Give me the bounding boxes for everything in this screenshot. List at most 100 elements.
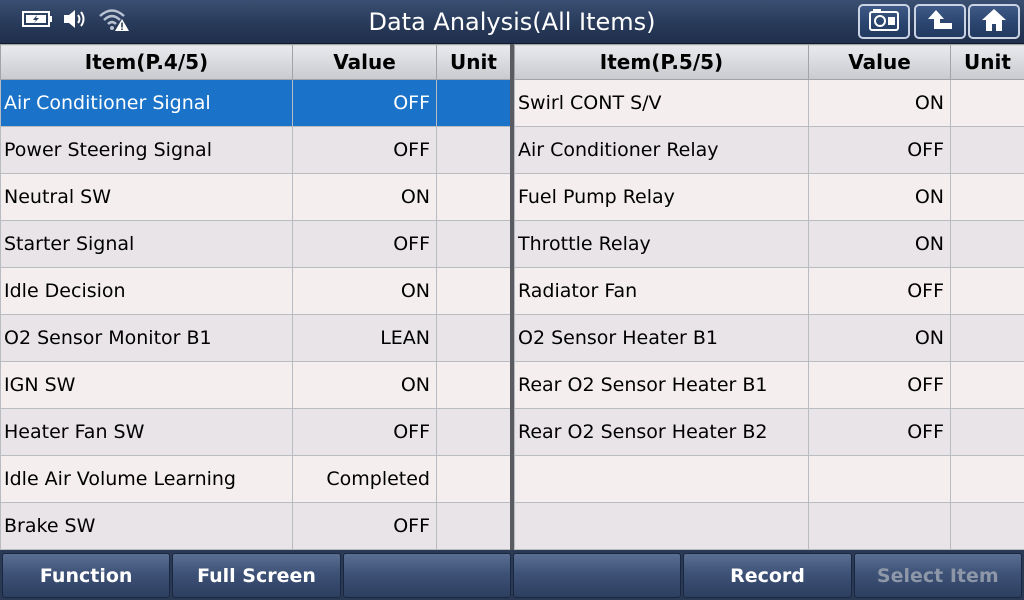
item-unit bbox=[950, 408, 1024, 456]
volume-icon[interactable] bbox=[62, 7, 90, 35]
pane-divider bbox=[510, 44, 514, 550]
item-name: Heater Fan SW bbox=[0, 408, 293, 456]
table-row[interactable]: Idle Decision ON bbox=[0, 267, 511, 315]
item-name: Radiator Fan bbox=[514, 267, 809, 315]
item-value: LEAN bbox=[292, 314, 437, 362]
home-button[interactable] bbox=[968, 4, 1020, 39]
empty-button-1 bbox=[342, 553, 511, 598]
item-name: IGN SW bbox=[0, 361, 293, 409]
column-header-unit[interactable]: Unit bbox=[436, 44, 511, 80]
item-name: Rear O2 Sensor Heater B2 bbox=[514, 408, 809, 456]
table-row[interactable]: Throttle Relay ON bbox=[514, 220, 1024, 268]
column-header-value[interactable]: Value bbox=[292, 44, 437, 80]
empty-button-2 bbox=[512, 553, 682, 598]
back-button[interactable] bbox=[914, 4, 966, 39]
item-name: Idle Decision bbox=[0, 267, 293, 315]
item-unit bbox=[436, 267, 511, 315]
table-row[interactable]: O2 Sensor Heater B1 ON bbox=[514, 314, 1024, 362]
item-unit bbox=[436, 126, 511, 174]
item-value: ON bbox=[292, 173, 437, 221]
item-name: Fuel Pump Relay bbox=[514, 173, 809, 221]
item-unit bbox=[950, 267, 1024, 315]
table-row[interactable]: Radiator Fan OFF bbox=[514, 267, 1024, 315]
item-name: Air Conditioner Signal bbox=[0, 79, 293, 127]
item-name: Air Conditioner Relay bbox=[514, 126, 809, 174]
item-unit bbox=[436, 79, 511, 127]
item-value bbox=[808, 502, 951, 550]
item-name: Brake SW bbox=[0, 502, 293, 550]
battery-icon bbox=[22, 10, 54, 32]
left-data-table: Item(P.4/5) Value Unit Air Conditioner S… bbox=[0, 44, 511, 550]
table-row[interactable]: Starter Signal OFF bbox=[0, 220, 511, 268]
item-value: OFF bbox=[292, 408, 437, 456]
table-row[interactable]: Idle Air Volume Learning Completed bbox=[0, 455, 511, 503]
record-button[interactable]: Record bbox=[683, 553, 852, 598]
full-screen-button[interactable]: Full Screen bbox=[172, 553, 341, 598]
item-name: Power Steering Signal bbox=[0, 126, 293, 174]
item-value: OFF bbox=[292, 220, 437, 268]
item-value: ON bbox=[292, 267, 437, 315]
item-name bbox=[514, 502, 809, 550]
item-name: Neutral SW bbox=[0, 173, 293, 221]
item-unit bbox=[950, 455, 1024, 503]
item-unit bbox=[436, 455, 511, 503]
item-value: OFF bbox=[292, 126, 437, 174]
table-row-empty bbox=[514, 455, 1024, 503]
item-value: ON bbox=[808, 173, 951, 221]
table-row[interactable]: O2 Sensor Monitor B1 LEAN bbox=[0, 314, 511, 362]
item-value: OFF bbox=[292, 79, 437, 127]
table-row[interactable]: Neutral SW ON bbox=[0, 173, 511, 221]
item-unit bbox=[950, 220, 1024, 268]
data-table-page-4: Item(P.4/5) Value Unit Air Conditioner S… bbox=[0, 44, 511, 550]
item-name bbox=[514, 455, 809, 503]
item-name: Idle Air Volume Learning bbox=[0, 455, 293, 503]
item-name: Throttle Relay bbox=[514, 220, 809, 268]
item-value: OFF bbox=[808, 267, 951, 315]
column-header-value[interactable]: Value bbox=[808, 44, 951, 80]
item-name: Swirl CONT S/V bbox=[514, 79, 809, 127]
item-value bbox=[808, 455, 951, 503]
title-bar: Data Analysis(All Items) bbox=[0, 0, 1024, 44]
table-row[interactable]: Swirl CONT S/V ON bbox=[514, 79, 1024, 127]
table-row-selected[interactable]: Air Conditioner Signal OFF bbox=[0, 79, 511, 127]
table-header: Item(P.4/5) Value Unit bbox=[0, 44, 511, 80]
right-data-table: Item(P.5/5) Value Unit Swirl CONT S/V ON… bbox=[514, 44, 1024, 550]
item-name: Starter Signal bbox=[0, 220, 293, 268]
item-unit bbox=[950, 173, 1024, 221]
item-value: Completed bbox=[292, 455, 437, 503]
item-value: ON bbox=[808, 314, 951, 362]
column-header-item[interactable]: Item(P.5/5) bbox=[514, 44, 809, 80]
item-unit bbox=[950, 314, 1024, 362]
item-unit bbox=[436, 314, 511, 362]
column-header-unit[interactable]: Unit bbox=[950, 44, 1024, 80]
item-unit bbox=[436, 173, 511, 221]
back-arrow-icon bbox=[925, 7, 955, 37]
table-row[interactable]: Rear O2 Sensor Heater B1 OFF bbox=[514, 361, 1024, 409]
item-unit bbox=[436, 502, 511, 550]
table-row[interactable]: Air Conditioner Relay OFF bbox=[514, 126, 1024, 174]
table-row[interactable]: Power Steering Signal OFF bbox=[0, 126, 511, 174]
item-unit bbox=[950, 79, 1024, 127]
function-button[interactable]: Function bbox=[2, 553, 171, 598]
item-value: OFF bbox=[808, 408, 951, 456]
table-row[interactable]: Fuel Pump Relay ON bbox=[514, 173, 1024, 221]
table-row[interactable]: IGN SW ON bbox=[0, 361, 511, 409]
item-value: OFF bbox=[292, 502, 437, 550]
screenshot-button[interactable] bbox=[858, 4, 910, 39]
column-header-item[interactable]: Item(P.4/5) bbox=[0, 44, 293, 80]
item-name: Rear O2 Sensor Heater B1 bbox=[514, 361, 809, 409]
camera-icon bbox=[868, 8, 900, 36]
item-unit bbox=[950, 126, 1024, 174]
select-item-button[interactable]: Select Item bbox=[853, 553, 1022, 598]
item-unit bbox=[436, 408, 511, 456]
table-row[interactable]: Rear O2 Sensor Heater B2 OFF bbox=[514, 408, 1024, 456]
item-name: O2 Sensor Monitor B1 bbox=[0, 314, 293, 362]
item-value: ON bbox=[808, 220, 951, 268]
item-value: OFF bbox=[808, 126, 951, 174]
table-row[interactable]: Brake SW OFF bbox=[0, 502, 511, 550]
item-unit bbox=[950, 502, 1024, 550]
item-value: OFF bbox=[808, 361, 951, 409]
table-row[interactable]: Heater Fan SW OFF bbox=[0, 408, 511, 456]
table-row-empty bbox=[514, 502, 1024, 550]
home-icon bbox=[980, 7, 1008, 37]
